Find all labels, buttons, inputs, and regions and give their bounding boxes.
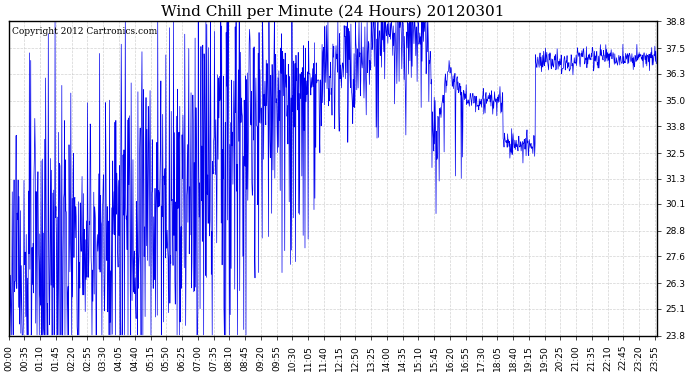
Title: Wind Chill per Minute (24 Hours) 20120301: Wind Chill per Minute (24 Hours) 2012030… (161, 4, 504, 18)
Text: Copyright 2012 Cartronics.com: Copyright 2012 Cartronics.com (12, 27, 157, 36)
